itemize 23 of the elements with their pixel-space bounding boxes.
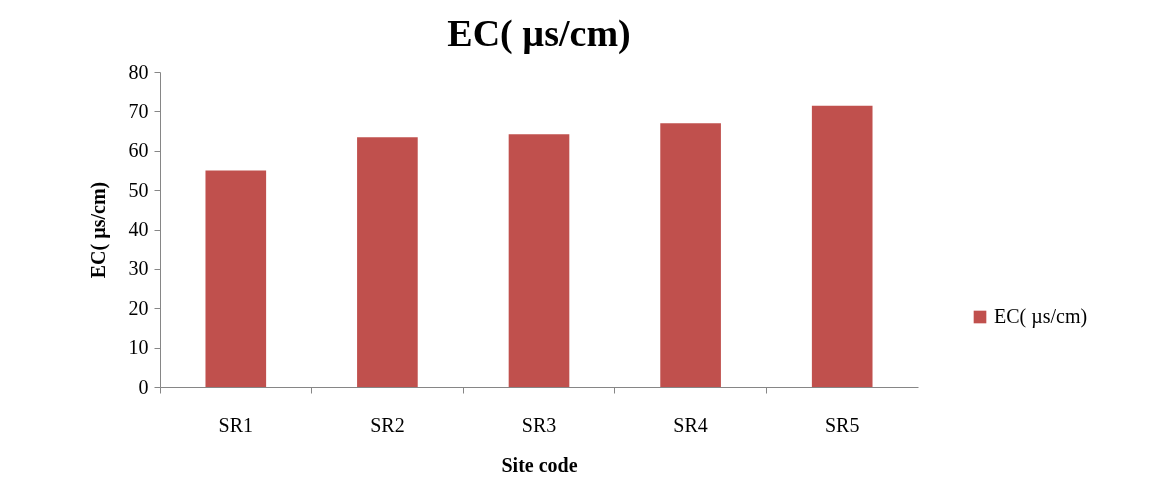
y-tick-label: 50 — [128, 178, 149, 201]
x-axis-title: Site code — [501, 453, 578, 476]
legend-label: EC( µs/cm) — [994, 305, 1088, 328]
x-tick-label: SR2 — [370, 413, 405, 436]
bar — [508, 134, 570, 387]
y-tick-label: 30 — [128, 257, 149, 280]
y-tick-label: 10 — [128, 336, 149, 359]
y-tick-label: 0 — [138, 375, 149, 398]
x-tick-label: SR4 — [673, 413, 708, 436]
y-tick-label: 20 — [128, 296, 149, 319]
y-tick-label: 40 — [128, 218, 149, 240]
bar — [205, 170, 267, 387]
bar — [357, 137, 418, 387]
y-axis-title: EC( µs/cm) — [86, 181, 110, 279]
y-tick-label: 60 — [128, 139, 149, 162]
chart-title: EC( µs/cm) — [447, 12, 631, 55]
bar — [660, 123, 721, 387]
y-tick-label: 70 — [128, 99, 149, 122]
y-tick-label: 80 — [128, 60, 149, 83]
bar — [811, 105, 873, 387]
x-tick-label: SR5 — [824, 413, 860, 436]
x-tick-label: SR1 — [218, 413, 254, 436]
x-tick-label: SR3 — [521, 413, 557, 436]
